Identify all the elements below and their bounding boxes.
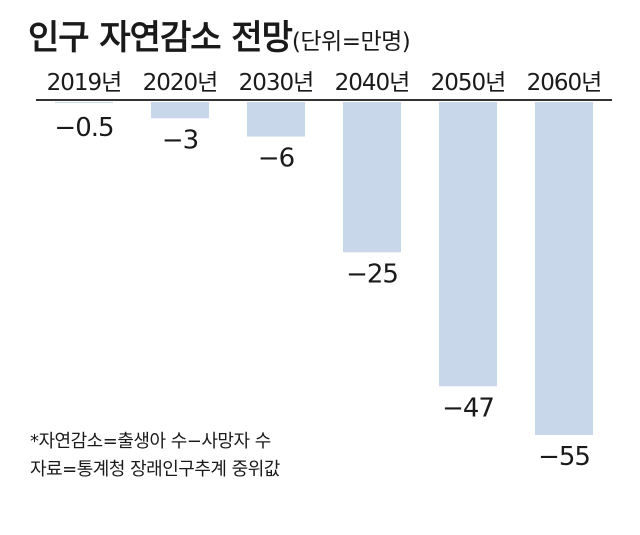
bar-1 bbox=[151, 102, 209, 119]
value-label-1: −3 bbox=[162, 125, 198, 155]
category-label-1: 2020년 bbox=[143, 70, 218, 96]
value-label-0: −0.5 bbox=[54, 113, 113, 143]
definition-note: *자연감소=출생아 수−사망자 수 bbox=[30, 431, 271, 452]
category-label-2: 2030년 bbox=[239, 70, 314, 96]
bar-0 bbox=[55, 102, 113, 104]
category-label-4: 2050년 bbox=[431, 70, 506, 96]
value-label-5: −55 bbox=[538, 442, 590, 472]
category-label-0: 2019년 bbox=[47, 70, 122, 96]
source-note: 자료=통계청 장래인구추계 중위값 bbox=[30, 459, 280, 480]
bar-2 bbox=[247, 102, 305, 137]
unit-label: (단위=만명) bbox=[291, 29, 411, 55]
chart-title-block: 인구 자연감소 전망(단위=만명) bbox=[28, 10, 411, 59]
chart-notes: *자연감소=출생아 수−사망자 수 자료=통계청 장래인구추계 중위값 bbox=[30, 428, 280, 484]
chart-title: 인구 자연감소 전망 bbox=[28, 18, 293, 58]
bar-5 bbox=[535, 102, 593, 435]
value-label-4: −47 bbox=[442, 393, 494, 423]
value-label-2: −6 bbox=[258, 144, 294, 174]
bar-3 bbox=[343, 102, 401, 253]
bar-4 bbox=[439, 102, 497, 387]
category-label-5: 2060년 bbox=[527, 70, 602, 96]
value-label-3: −25 bbox=[346, 259, 398, 289]
category-label-3: 2040년 bbox=[335, 70, 410, 96]
